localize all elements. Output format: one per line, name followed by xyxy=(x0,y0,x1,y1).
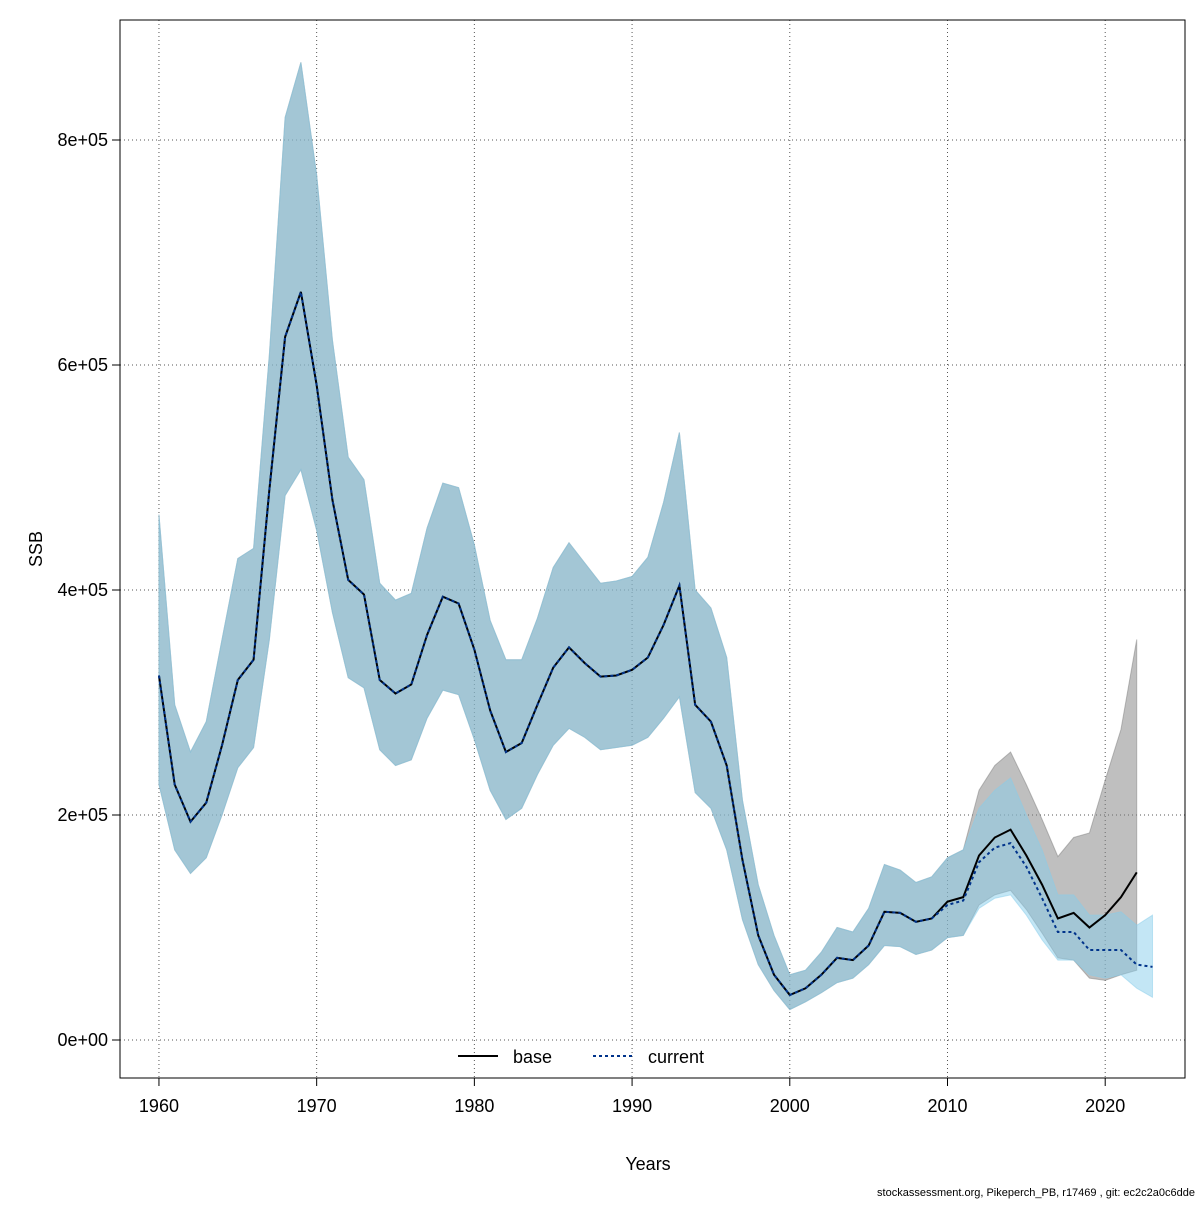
x-axis-label: Years xyxy=(625,1154,670,1174)
footer: stockassessment.org, Pikeperch_PB, r1746… xyxy=(877,1187,1195,1199)
x-tick-label: 1990 xyxy=(612,1096,652,1116)
legend-label: current xyxy=(648,1047,704,1067)
plot-area xyxy=(157,62,1154,1011)
confidence-band xyxy=(158,62,1154,1011)
x-tick-label: 1980 xyxy=(454,1096,494,1116)
series-line xyxy=(157,291,1153,997)
x-tick-label: 2010 xyxy=(927,1096,967,1116)
y-tick-label: 8e+05 xyxy=(57,130,108,150)
y-axis-label: SSB xyxy=(26,531,46,567)
x-tick-label: 2020 xyxy=(1085,1096,1125,1116)
y-tick-label: 4e+05 xyxy=(57,580,108,600)
x-tick-label: 2000 xyxy=(770,1096,810,1116)
legend-label: base xyxy=(513,1047,552,1067)
y-tick-label: 2e+05 xyxy=(57,805,108,825)
x-tick-label: 1960 xyxy=(139,1096,179,1116)
x-tick-label: 1970 xyxy=(297,1096,337,1116)
y-tick-label: 0e+00 xyxy=(57,1030,108,1050)
plot-frame xyxy=(119,19,1186,1079)
y-tick-label: 6e+05 xyxy=(57,355,108,375)
